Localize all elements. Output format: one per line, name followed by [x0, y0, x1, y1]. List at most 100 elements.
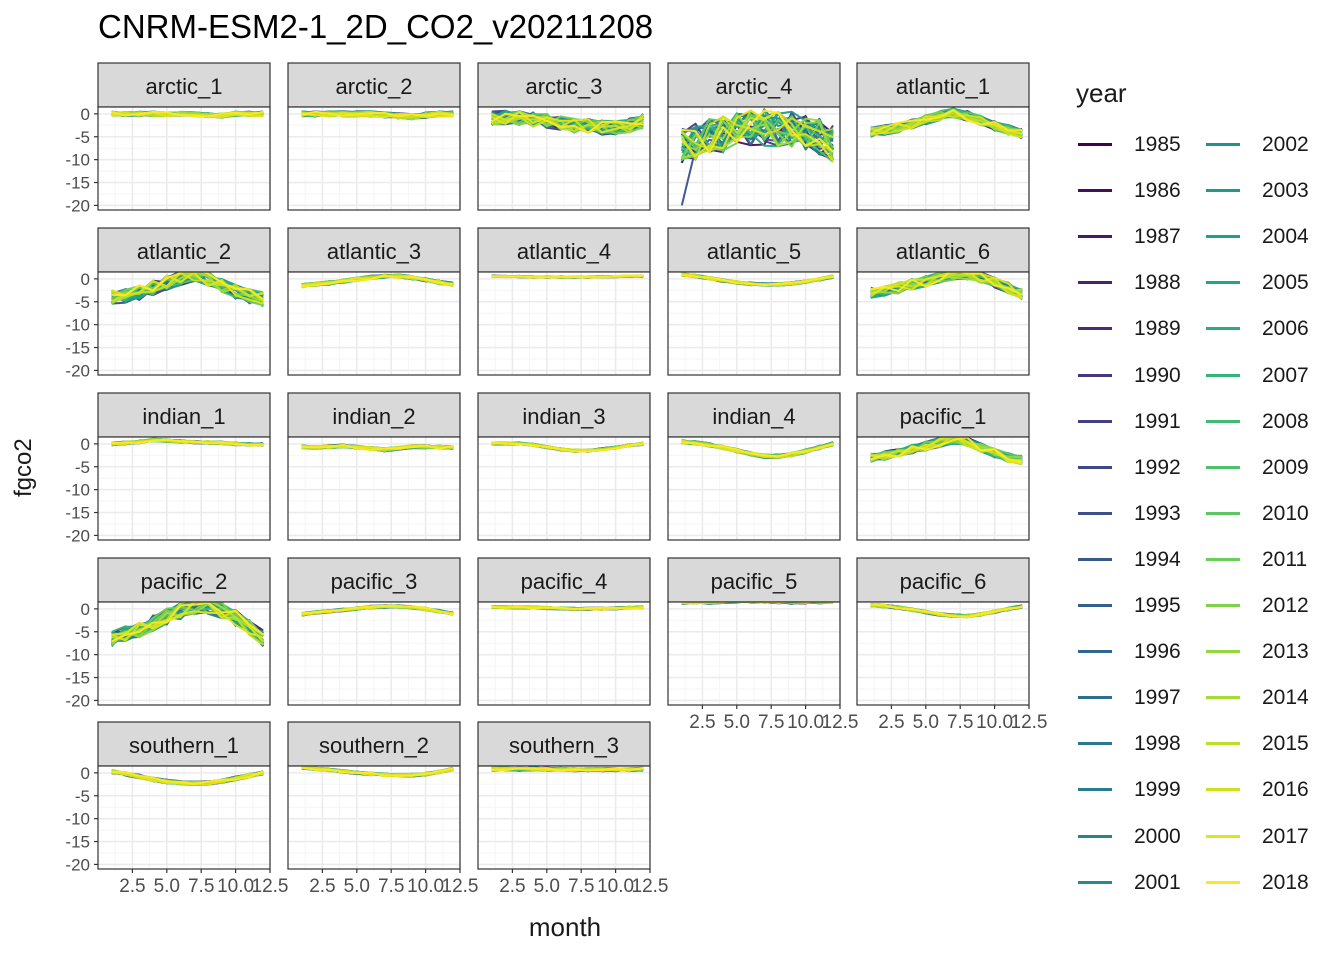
- y-tick-label: -10: [65, 810, 90, 829]
- legend-key-swatch: [1206, 835, 1240, 838]
- x-tick-label: 10.0: [976, 712, 1013, 733]
- legend-label: 2011: [1262, 548, 1307, 572]
- legend-key-swatch: [1206, 881, 1240, 884]
- y-tick-label: -15: [65, 833, 90, 852]
- legend-label: 1992: [1134, 456, 1181, 480]
- legend-label: 2005: [1262, 271, 1309, 295]
- facet-strip-label: atlantic_4: [517, 239, 611, 264]
- facet-panel-indian_3: indian_3: [478, 393, 650, 540]
- y-axis-title-text: fgco2: [10, 438, 38, 497]
- legend-entry-2003: 2003: [1188, 179, 1318, 203]
- legend-key-swatch: [1206, 327, 1240, 330]
- facet-panel-arctic_3: arctic_3: [478, 63, 650, 210]
- legend-label: 2000: [1134, 825, 1181, 849]
- facet-panel-pacific_6: pacific_62.5 5.0 7.5 10.012.5: [857, 558, 1047, 733]
- legend-entry-2010: 2010: [1188, 502, 1318, 526]
- legend-key-swatch: [1078, 650, 1112, 653]
- facet-panel-atlantic_4: atlantic_4: [478, 228, 650, 375]
- y-tick-label: -15: [65, 174, 90, 193]
- y-tick-label: -20: [65, 526, 90, 545]
- y-tick-label: -5: [75, 787, 90, 806]
- facet-panel-pacific_5: pacific_52.5 5.0 7.5 10.012.5: [668, 558, 858, 733]
- y-tick-label: -10: [65, 646, 90, 665]
- legend-entry-1987: 1987: [1060, 225, 1190, 249]
- legend-entry-2008: 2008: [1188, 410, 1318, 434]
- legend-key-swatch: [1078, 604, 1112, 607]
- facet-panel-atlantic_6: atlantic_6: [857, 228, 1029, 375]
- y-tick-label: 0: [81, 764, 90, 783]
- legend-key-swatch: [1078, 420, 1112, 423]
- y-tick-label: -5: [75, 458, 90, 477]
- legend-entry-2016: 2016: [1188, 778, 1318, 802]
- legend-entry-2012: 2012: [1188, 594, 1318, 618]
- facet-strip-label: indian_1: [142, 404, 225, 429]
- legend-key-swatch: [1206, 466, 1240, 469]
- facet-strip-label: indian_2: [332, 404, 415, 429]
- legend-key-swatch: [1206, 235, 1240, 238]
- legend-label: 2018: [1262, 871, 1309, 895]
- legend-entry-2013: 2013: [1188, 640, 1318, 664]
- legend-label: 1995: [1134, 594, 1181, 618]
- y-tick-label: -10: [65, 316, 90, 335]
- legend-key-swatch: [1078, 742, 1112, 745]
- legend-label: 2003: [1262, 179, 1309, 203]
- legend-entry-1991: 1991: [1060, 410, 1190, 434]
- facet-strip-label: pacific_1: [900, 404, 987, 429]
- x-tick-label: 5.0: [154, 876, 180, 897]
- legend-entry-1996: 1996: [1060, 640, 1190, 664]
- legend-entry-2009: 2009: [1188, 456, 1318, 480]
- facet-strip-label: southern_2: [319, 733, 429, 758]
- facet-strip-label: pacific_5: [711, 569, 798, 594]
- legend-key-swatch: [1078, 512, 1112, 515]
- x-tick-label: 5.0: [913, 712, 939, 733]
- x-tick-label: 2.5: [119, 876, 145, 897]
- series-lines: [492, 275, 643, 277]
- x-axis-title: month: [480, 912, 650, 943]
- y-tick-label: 0: [81, 105, 90, 124]
- facet-strip-label: indian_3: [522, 404, 605, 429]
- legend-label: 1997: [1134, 686, 1181, 710]
- legend-key-swatch: [1078, 558, 1112, 561]
- x-tick-label: 7.5: [568, 876, 594, 897]
- legend-entry-1997: 1997: [1060, 686, 1190, 710]
- legend-entry-1992: 1992: [1060, 456, 1190, 480]
- legend-label: 2014: [1262, 686, 1309, 710]
- legend-label: 2013: [1262, 640, 1309, 664]
- legend-entry-1990: 1990: [1060, 364, 1190, 388]
- y-tick-label: -20: [65, 196, 90, 215]
- legend-label: 2010: [1262, 502, 1309, 526]
- facet-strip-label: indian_4: [712, 404, 795, 429]
- legend-label: 2001: [1134, 871, 1181, 895]
- legend-entry-1993: 1993: [1060, 502, 1190, 526]
- legend: year 1985 1986 1987 1988 1989 1990 1991 1992 199…: [1060, 76, 1340, 906]
- legend-key-swatch: [1206, 143, 1240, 146]
- facet-grid: arctic_1 0 -5 -10 -15 -20 arctic_2 arctic_3 arct…: [0, 0, 1060, 960]
- facet-panel-indian_2: indian_2: [288, 393, 460, 540]
- facet-panel-southern_2: southern_22.5 5.0 7.5 10.012.5: [288, 722, 478, 897]
- y-tick-label: 0: [81, 270, 90, 289]
- facet-strip-label: atlantic_2: [137, 239, 231, 264]
- legend-label: 1996: [1134, 640, 1181, 664]
- y-tick-label: -15: [65, 669, 90, 688]
- y-tick-label: 0: [81, 435, 90, 454]
- legend-key-swatch: [1078, 189, 1112, 192]
- legend-label: 1994: [1134, 548, 1181, 572]
- legend-label: 2002: [1262, 133, 1309, 157]
- legend-key-swatch: [1206, 281, 1240, 284]
- legend-key-swatch: [1206, 512, 1240, 515]
- x-tick-label: 7.5: [378, 876, 404, 897]
- facet-strip-label: atlantic_1: [896, 74, 990, 99]
- x-tick-label: 5.0: [344, 876, 370, 897]
- legend-entry-2001: 2001: [1060, 871, 1190, 895]
- y-tick-label: -10: [65, 481, 90, 500]
- facet-panel-atlantic_1: atlantic_1: [857, 63, 1029, 210]
- legend-key-swatch: [1078, 235, 1112, 238]
- legend-key-swatch: [1078, 374, 1112, 377]
- legend-key-swatch: [1078, 281, 1112, 284]
- series-lines: [492, 767, 643, 771]
- legend-key-swatch: [1206, 650, 1240, 653]
- legend-label: 1993: [1134, 502, 1181, 526]
- facet-strip-label: arctic_1: [145, 74, 222, 99]
- facet-panel-southern_3: southern_32.5 5.0 7.5 10.012.5: [478, 722, 668, 897]
